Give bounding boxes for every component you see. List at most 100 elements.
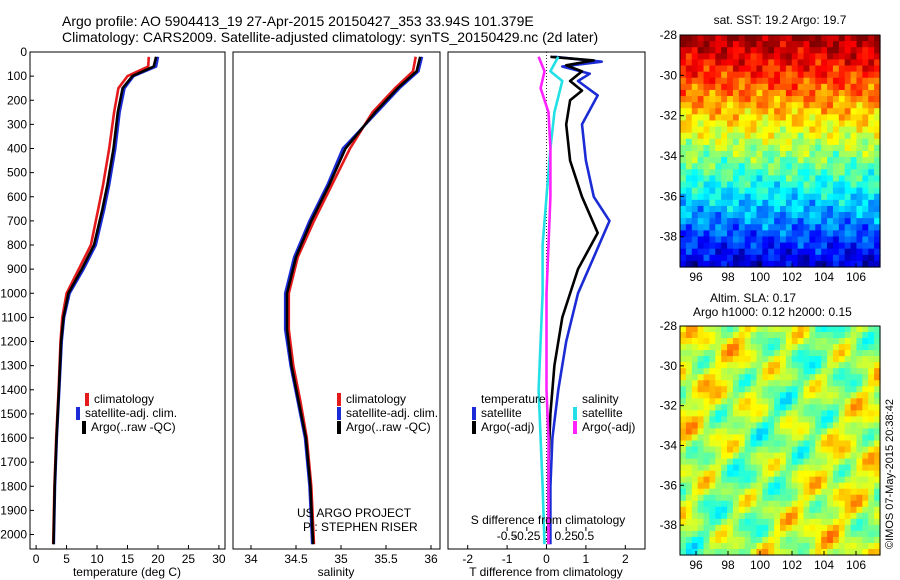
heatmap-cell xyxy=(803,470,811,478)
heatmap-cell xyxy=(691,356,699,363)
heatmap-cell xyxy=(727,132,734,140)
heatmap-cell xyxy=(821,374,828,381)
heatmap-cell xyxy=(862,187,869,195)
heatmap-cell xyxy=(721,428,728,436)
heatmap-cell xyxy=(797,199,805,207)
heatmap-cell xyxy=(680,157,687,164)
heatmap-cell xyxy=(844,169,852,177)
heatmap-cell xyxy=(697,59,705,67)
legend-swatch-argo xyxy=(337,421,341,434)
heatmap-cell xyxy=(727,488,734,496)
heatmap-cell xyxy=(680,254,687,262)
heatmap-cell xyxy=(815,144,822,152)
heatmap-cell xyxy=(738,242,746,250)
heatmap-cell xyxy=(809,434,816,442)
heatmap-cell xyxy=(768,428,775,436)
heatmap-cell xyxy=(703,398,711,405)
heatmap-cell xyxy=(762,41,769,48)
heatmap-cell xyxy=(768,398,775,405)
heatmap-cell xyxy=(680,524,687,532)
heatmap-cell xyxy=(703,374,711,381)
heatmap-cell xyxy=(868,47,875,54)
heatmap-cell xyxy=(750,205,758,213)
heatmap-cell xyxy=(785,506,793,514)
heatmap-cell xyxy=(732,138,740,146)
heatmap-cell xyxy=(862,47,869,54)
heatmap-cell xyxy=(868,83,875,91)
heatmap-cell xyxy=(815,41,822,48)
heatmap-cell xyxy=(809,356,816,363)
heatmap-cell xyxy=(738,338,746,345)
heatmap-cell xyxy=(750,144,758,152)
heatmap-cell xyxy=(856,175,863,183)
heatmap-cell xyxy=(809,193,816,201)
heatmap-cell xyxy=(685,440,693,448)
heatmap-cell xyxy=(774,536,781,544)
heatmap-cell xyxy=(815,35,822,42)
heatmap-cell xyxy=(697,144,705,152)
heatmap-cell xyxy=(703,138,711,146)
heatmap-cell xyxy=(797,470,805,478)
heatmap-cell xyxy=(750,536,758,544)
heatmap-cell xyxy=(862,41,869,48)
heatmap-cell xyxy=(715,248,722,256)
heatmap-cell xyxy=(874,138,881,146)
heatmap-cell xyxy=(832,356,840,363)
heatmap-cell xyxy=(738,254,746,262)
heatmap-cell xyxy=(762,464,769,472)
heatmap-cell xyxy=(709,374,716,381)
heatmap-cell xyxy=(832,114,840,122)
heatmap-cell xyxy=(856,120,863,128)
heatmap-cell xyxy=(850,205,858,213)
heatmap-cell xyxy=(732,548,740,556)
heatmap-cell xyxy=(750,410,758,417)
x-tick-label: 36 xyxy=(424,552,438,566)
heatmap-cell xyxy=(815,380,822,387)
heatmap-cell xyxy=(774,114,781,122)
heatmap-cell xyxy=(815,344,822,351)
heatmap-cell xyxy=(691,536,699,544)
heatmap-cell xyxy=(727,416,734,424)
heatmap-cell xyxy=(785,71,793,79)
heatmap-cell xyxy=(785,530,793,538)
heatmap-cell xyxy=(850,59,858,67)
sla-map-panel: Altim. SLA: 0.17 Argo h1000: 0.12 h2000:… xyxy=(660,291,881,572)
heatmap-cell xyxy=(832,482,840,490)
heatmap-cell xyxy=(797,157,805,164)
heatmap-cell xyxy=(756,254,763,262)
heatmap-cell xyxy=(821,181,828,189)
sla-map-frame xyxy=(679,325,881,556)
heatmap-cell xyxy=(797,458,805,466)
heatmap-cell xyxy=(827,548,834,556)
heatmap-cell xyxy=(785,386,793,393)
heatmap-cell xyxy=(862,254,869,262)
heatmap-cell xyxy=(685,224,693,231)
heatmap-cell xyxy=(691,548,699,556)
heatmap-cell xyxy=(762,132,769,140)
heatmap-cell xyxy=(774,151,781,158)
heatmap-cell xyxy=(850,434,858,442)
heatmap-cell xyxy=(768,470,775,478)
heatmap-cell xyxy=(750,374,758,381)
heatmap-cell xyxy=(732,458,740,466)
heatmap-cell xyxy=(709,386,716,393)
heatmap-cell xyxy=(803,338,811,345)
map-x-tick-label: 96 xyxy=(689,270,703,284)
heatmap-cell xyxy=(850,102,858,109)
heatmap-cell xyxy=(838,392,846,399)
heatmap-cell xyxy=(862,434,869,442)
heatmap-cell xyxy=(738,77,746,85)
series-satellite-adj-clim xyxy=(283,56,424,545)
map-y-tick-label: -32 xyxy=(660,109,678,123)
heatmap-cell xyxy=(774,494,781,502)
heatmap-cell xyxy=(856,344,863,351)
heatmap-cell xyxy=(850,230,858,238)
heatmap-cell xyxy=(721,482,728,490)
heatmap-cell xyxy=(727,114,734,122)
heatmap-cell xyxy=(780,175,787,183)
heatmap-cell xyxy=(868,548,875,556)
heatmap-cell xyxy=(827,392,834,399)
heatmap-cell xyxy=(862,530,869,538)
heatmap-cell xyxy=(715,169,722,177)
heatmap-cell xyxy=(785,452,793,460)
